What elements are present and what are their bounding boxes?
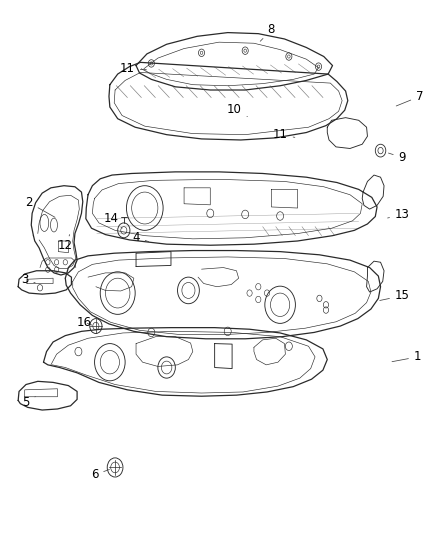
Text: 16: 16 <box>77 316 92 329</box>
Text: 7: 7 <box>396 90 424 106</box>
Text: 14: 14 <box>103 212 122 228</box>
Text: 15: 15 <box>380 289 410 302</box>
Text: 9: 9 <box>389 151 406 164</box>
Text: 8: 8 <box>260 23 275 41</box>
Text: 3: 3 <box>21 273 35 286</box>
Text: 4: 4 <box>132 231 149 244</box>
Text: 5: 5 <box>22 395 35 409</box>
Text: 13: 13 <box>388 208 410 221</box>
Text: 2: 2 <box>25 196 55 217</box>
Text: 1: 1 <box>392 350 421 364</box>
Text: 6: 6 <box>91 469 110 481</box>
Text: 10: 10 <box>227 103 247 117</box>
Text: 11: 11 <box>120 62 146 75</box>
Text: 11: 11 <box>272 128 295 141</box>
Text: 12: 12 <box>58 235 73 252</box>
